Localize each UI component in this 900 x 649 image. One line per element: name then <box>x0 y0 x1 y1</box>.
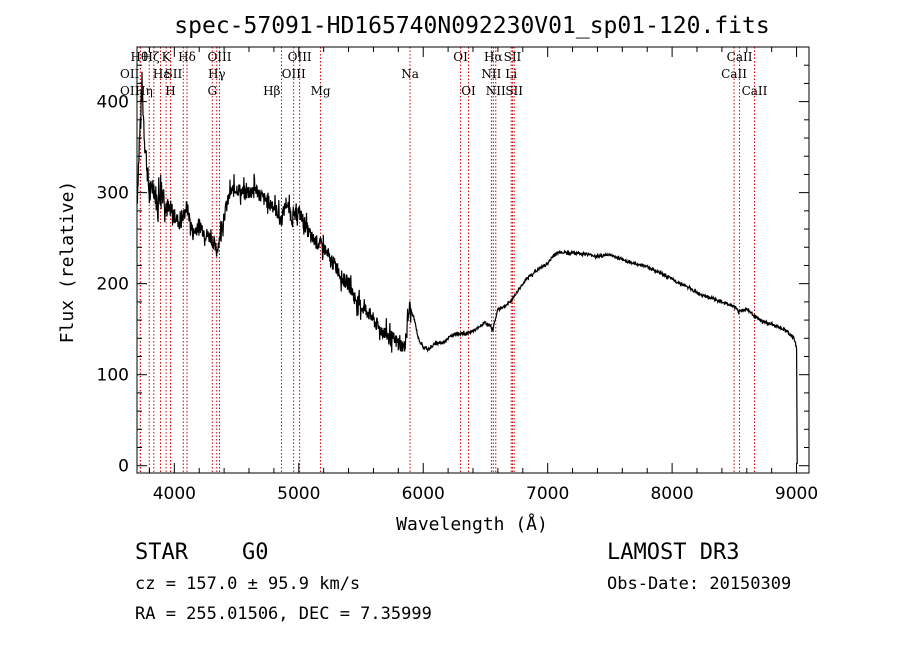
marker-label-12: OIII <box>207 50 231 64</box>
x-tick-label-1: 5000 <box>277 484 320 504</box>
marker-label-22: NII <box>486 84 506 98</box>
chart-title: spec-57091-HD165740N092230V01_sp01-120.f… <box>174 13 769 39</box>
marker-label-9: Hδ <box>178 50 196 64</box>
marker-label-16: Mg <box>311 84 331 98</box>
marker-label-4: Hζ <box>143 50 160 64</box>
redshift-cz: cz = 157.0 ± 95.9 km/s <box>135 574 361 594</box>
obs-date: Obs-Date: 20150309 <box>607 574 792 594</box>
marker-label-14: OIII <box>282 67 306 81</box>
marker-label-26: CaII <box>721 67 747 81</box>
y-axis-ticks: 0 100 200 300 400 <box>97 64 809 477</box>
marker-label-21: Hα <box>484 50 503 64</box>
marker-label-28: CaII <box>742 84 768 98</box>
x-tick-label-0: 4000 <box>153 484 196 504</box>
marker-label-3: Hη <box>135 84 153 98</box>
ra-dec: RA = 255.01506, DEC = 7.35999 <box>135 604 432 624</box>
y-tick-label-4: 400 <box>97 93 129 113</box>
marker-label-8: SII <box>165 67 183 81</box>
marker-label-15: OIII <box>288 50 312 64</box>
marker-label-20: NII <box>481 67 501 81</box>
x-axis-label: Wavelength (Å) <box>396 513 548 535</box>
x-tick-label-4: 8000 <box>650 484 693 504</box>
survey-name: LAMOST DR3 <box>607 540 740 565</box>
object-class: STAR <box>135 540 188 565</box>
y-tick-label-3: 300 <box>97 184 129 204</box>
x-tick-label-3: 7000 <box>526 484 569 504</box>
plot-frame <box>136 46 810 474</box>
y-tick-label-1: 100 <box>97 366 129 386</box>
y-tick-label-0: 0 <box>118 457 129 477</box>
marker-label-1: OII <box>120 84 140 98</box>
object-subclass: G0 <box>242 540 269 565</box>
x-tick-label-5: 9000 <box>775 484 818 504</box>
marker-label-0: OII <box>120 67 140 81</box>
marker-label-18: OI <box>453 50 468 64</box>
marker-label-24: Li <box>505 67 517 81</box>
marker-label-17: Na <box>401 67 419 81</box>
marker-label-6: K <box>162 50 172 64</box>
marker-label-13: Hβ <box>263 84 280 98</box>
x-axis-ticks: 4000 5000 6000 7000 8000 9000 <box>148 47 818 504</box>
line-marker-labels: OIIOIIHθHηHζHεKHSIIHδGHγOIIIHβOIIIOIIIMg… <box>120 50 768 98</box>
x-tick-label-2: 6000 <box>402 484 445 504</box>
marker-label-2: Hθ <box>130 50 148 64</box>
marker-label-7: H <box>165 84 175 98</box>
flux-series-line <box>136 71 798 464</box>
y-tick-label-2: 200 <box>97 275 129 295</box>
marker-label-5: Hε <box>153 67 170 81</box>
marker-label-10: G <box>207 84 217 98</box>
marker-label-19: OI <box>461 84 476 98</box>
y-axis-label: Flux (relative) <box>57 181 78 344</box>
line-markers <box>139 47 755 473</box>
marker-label-27: CaII <box>727 50 753 64</box>
marker-label-11: Hγ <box>208 67 226 81</box>
marker-label-25: SII <box>505 84 523 98</box>
marker-label-23: SII <box>504 50 522 64</box>
